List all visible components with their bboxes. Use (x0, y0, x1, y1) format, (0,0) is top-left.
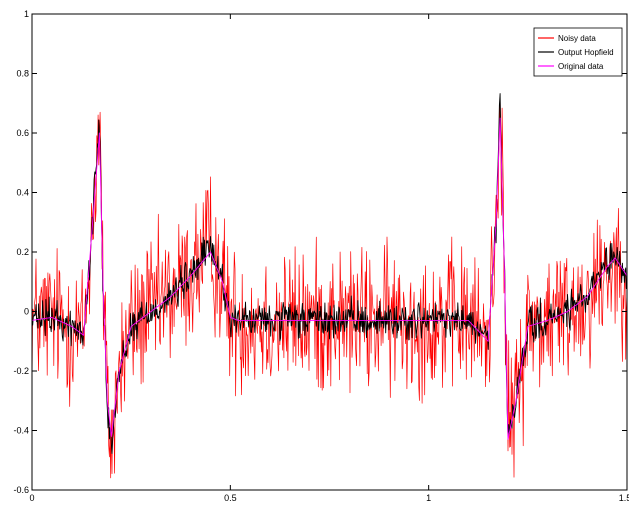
series-line-3 (31, 117, 628, 440)
series-line-1 (31, 98, 628, 479)
legend: Noisy data Output Hopfield Original data (533, 27, 623, 77)
legend-items: Noisy data Output Hopfield Original data (538, 34, 614, 71)
y-tick-label: 1 (24, 9, 29, 19)
y-tick-label: -0.2 (13, 366, 29, 376)
y-tick-label: -0.4 (13, 426, 29, 436)
legend-label: Original data (558, 62, 604, 71)
x-tick-label: 0.5 (224, 493, 237, 503)
y-tick-label: 0.6 (16, 128, 29, 138)
axes-background (32, 14, 627, 490)
legend-label: Noisy data (558, 34, 596, 43)
x-tick-label: 1 (426, 493, 431, 503)
legend-label: Output Hopfield (558, 48, 614, 57)
y-tick-label: -0.6 (13, 485, 29, 495)
y-tick-label: 0 (24, 307, 29, 317)
plot-area: 0 0.5 1 1.5 -0.6 -0.4 -0.2 0 0.2 0.4 0.6 0.8 1 (13, 9, 629, 503)
y-tick-label: 0.2 (16, 247, 29, 257)
series-line-2 (31, 93, 628, 454)
y-tick-label: 0.4 (16, 188, 29, 198)
x-tick-label: 1.5 (619, 493, 629, 503)
x-tick-label: 0 (29, 493, 34, 503)
series-layer (31, 93, 628, 479)
ticks-layer: 0 0.5 1 1.5 -0.6 -0.4 -0.2 0 0.2 0.4 0.6 0.8 1 (13, 9, 629, 503)
y-tick-label: 0.8 (16, 69, 29, 79)
